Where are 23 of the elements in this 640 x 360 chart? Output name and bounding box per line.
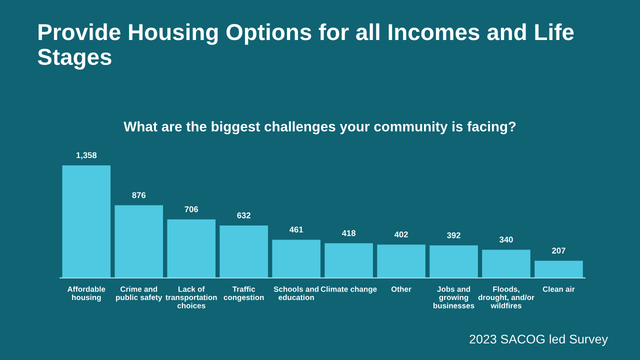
text: 2023 SACOG led Survey: [470, 334, 608, 346]
data-label: 632: [237, 212, 250, 218]
data-label: 706: [184, 206, 198, 212]
bar: [534, 260, 583, 278]
data-label: 461: [289, 226, 304, 232]
bar: [377, 244, 426, 278]
data-label: 340: [499, 236, 513, 243]
bar: [220, 226, 268, 278]
bar: [430, 245, 478, 278]
bar: [62, 165, 111, 278]
data-label: 418: [342, 230, 356, 236]
data-label: 207: [552, 248, 566, 254]
chart-subtitle: What are the biggest challenges your community is facing?: [124, 121, 516, 134]
chart-title: Provide Housing Options for all Incomes and Life Stages: [38, 23, 574, 70]
bar: [114, 205, 164, 278]
bar: [482, 250, 530, 278]
bar: [272, 240, 320, 278]
data-label: 1,358: [76, 152, 97, 160]
bar: [167, 219, 216, 278]
data-label: 392: [447, 232, 460, 238]
data-label: 876: [132, 192, 146, 198]
bar: [324, 243, 373, 278]
data-label: 402: [394, 231, 408, 238]
